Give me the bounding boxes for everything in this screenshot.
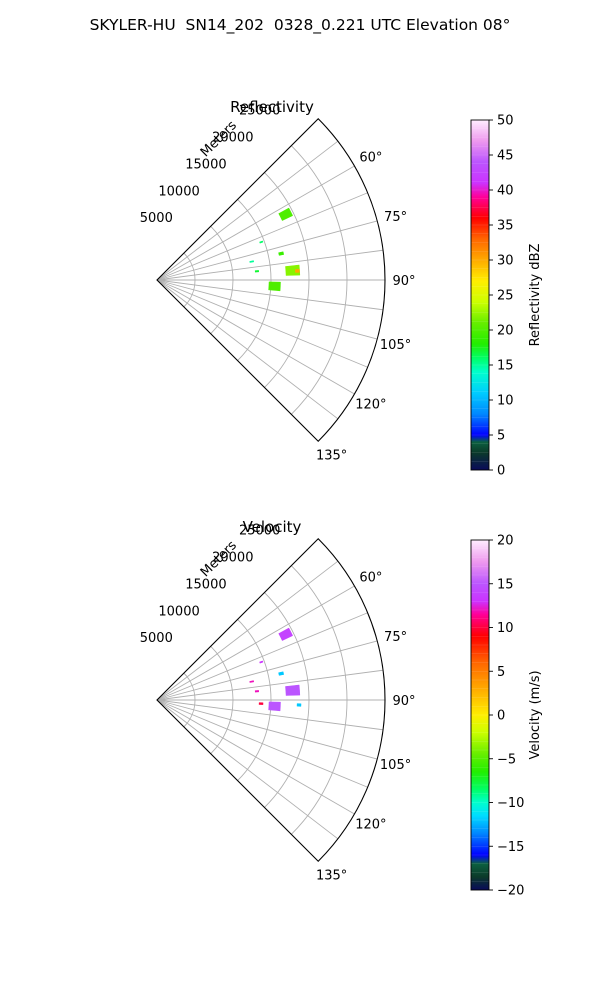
echo-cell (278, 251, 284, 256)
azimuth-gridline (156, 192, 368, 281)
echo-cell (278, 671, 284, 676)
colorbar-tick-label: 5 (497, 429, 505, 444)
azimuth-tick-label: 105° (380, 338, 411, 353)
azimuth-gridline (156, 699, 378, 760)
echo-cell (249, 260, 255, 263)
azimuth-gridline (156, 249, 384, 281)
azimuth-gridline (156, 699, 368, 788)
azimuth-gridline (156, 279, 368, 368)
colorbar-tick-label: 10 (497, 621, 514, 636)
azimuth-tick-label: 135° (316, 449, 347, 464)
echo-cell (259, 660, 264, 664)
colorbar-tick-label: 20 (497, 534, 514, 549)
range-tick-label: 10000 (158, 184, 199, 199)
azimuth-gridline (156, 279, 339, 420)
echo-cell (254, 270, 260, 273)
azimuth-gridline (156, 585, 355, 701)
azimuth-gridline (156, 699, 384, 731)
colorbar (471, 540, 489, 890)
azimuth-gridline (156, 165, 355, 281)
azimuth-gridline (156, 612, 368, 701)
azimuth-tick-label: 105° (380, 758, 411, 773)
azimuth-gridline (156, 699, 339, 840)
range-tick-label: 5000 (140, 211, 173, 226)
colorbar-label: Reflectivity dBZ (528, 244, 543, 347)
colorbar-tick-label: 0 (497, 464, 505, 479)
echo-cell (268, 281, 281, 292)
range-tick-label: 10000 (158, 604, 199, 619)
azimuth-tick-label: 60° (359, 151, 382, 166)
azimuth-gridline (156, 279, 378, 340)
echo-cell (254, 690, 260, 693)
azimuth-gridline (156, 699, 355, 815)
echo-cell (259, 240, 264, 244)
colorbar-tick-label: −5 (497, 752, 516, 767)
azimuth-gridline (156, 640, 378, 701)
azimuth-gridline (156, 669, 384, 701)
echo-cell (285, 684, 301, 696)
sector-frame (156, 118, 386, 442)
range-tick-label: 25000 (239, 524, 280, 539)
azimuth-gridline (156, 220, 378, 281)
colorbar-tick-label: 45 (497, 149, 514, 164)
sector-frame (156, 538, 386, 862)
colorbar-tick-label: 35 (497, 219, 514, 234)
azimuth-tick-label: 135° (316, 869, 347, 884)
azimuth-gridline (156, 279, 384, 311)
range-tick-label: 5000 (140, 631, 173, 646)
colorbar-tick-label: 30 (497, 254, 514, 269)
colorbar-tick-label: 20 (497, 324, 514, 339)
echo-cell (285, 264, 301, 276)
colorbar-label: Velocity (m/s) (528, 670, 543, 759)
range-tick-label: 25000 (239, 104, 280, 119)
azimuth-gridline (156, 140, 339, 281)
colorbar-tick-label: 0 (497, 709, 505, 724)
colorbar (471, 120, 489, 470)
echo-cell (258, 702, 264, 705)
azimuth-tick-label: 75° (384, 630, 407, 645)
echo-cell (295, 269, 300, 273)
panel-title: Reflectivity (230, 98, 314, 116)
colorbar-tick-label: 5 (497, 665, 505, 680)
colorbar-tick-label: 15 (497, 577, 514, 592)
azimuth-tick-label: 120° (355, 398, 386, 413)
colorbar-tick-label: 10 (497, 394, 514, 409)
panel-title: Velocity (243, 518, 302, 536)
colorbar-tick-label: −20 (497, 884, 524, 899)
colorbar-tick-label: −15 (497, 840, 524, 855)
azimuth-tick-label: 90° (392, 694, 415, 709)
colorbar-tick-label: 25 (497, 289, 514, 304)
echo-cell (278, 207, 293, 221)
colorbar-tick-label: 40 (497, 184, 514, 199)
radar-panel-0: Reflectivity500010000150002000025000Mete… (140, 98, 543, 479)
range-tick-label: 15000 (185, 577, 226, 592)
echo-cell (296, 703, 302, 707)
azimuth-tick-label: 120° (355, 818, 386, 833)
figure-title: SKYLER-HU SN14_202 0328_0.221 UTC Elevat… (89, 16, 511, 34)
colorbar-tick-label: 50 (497, 114, 514, 129)
echo-cell (268, 701, 281, 712)
range-tick-label: 15000 (185, 157, 226, 172)
azimuth-tick-label: 60° (359, 571, 382, 586)
echo-cell (249, 680, 255, 683)
azimuth-tick-label: 75° (384, 210, 407, 225)
range-tick-label: 20000 (212, 131, 253, 146)
echo-cell (278, 627, 293, 641)
colorbar-tick-label: −10 (497, 796, 524, 811)
azimuth-gridline (156, 279, 355, 395)
range-tick-label: 20000 (212, 551, 253, 566)
azimuth-gridline (156, 560, 339, 701)
colorbar-tick-label: 15 (497, 359, 514, 374)
azimuth-tick-label: 90° (392, 274, 415, 289)
